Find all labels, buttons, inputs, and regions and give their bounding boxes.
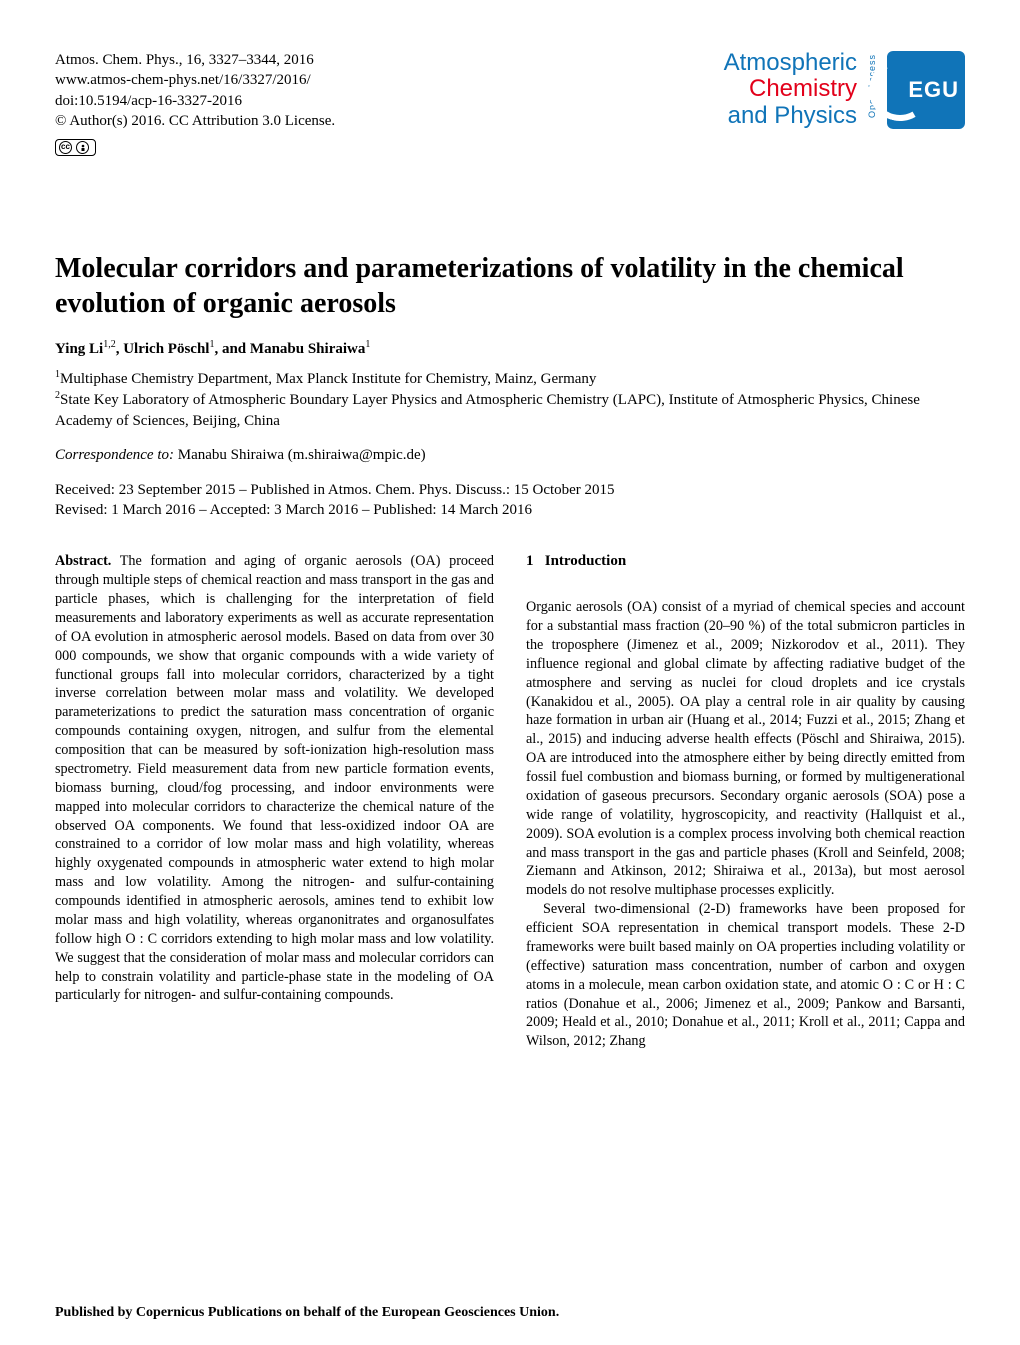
journal-name: Atmospheric Chemistry and Physics (724, 50, 857, 129)
section-1-title: Introduction (545, 553, 626, 569)
dates-line-1: Received: 23 September 2015 – Published … (55, 480, 965, 500)
citation-journal-ref: Atmos. Chem. Phys., 16, 3327–3344, 2016 (55, 50, 335, 70)
page-footer: Published by Copernicus Publications on … (55, 1305, 559, 1321)
abstract-label: Abstract. (55, 553, 111, 569)
affiliation-1: 1Multiphase Chemistry Department, Max Pl… (55, 368, 965, 389)
intro-paragraph-1: Organic aerosols (OA) consist of a myria… (526, 598, 965, 900)
cc-license-badge: cc (55, 139, 96, 156)
dates-block: Received: 23 September 2015 – Published … (55, 480, 965, 521)
section-1-number: 1 (526, 553, 534, 569)
journal-logo-block: Atmospheric Chemistry and Physics Open A… (724, 50, 965, 129)
affil-1-text: Multiphase Chemistry Department, Max Pla… (60, 371, 596, 387)
author-list: Ying Li1,2, Ulrich Pöschl1, and Manabu S… (55, 339, 965, 358)
affil-2-text: State Key Laboratory of Atmospheric Boun… (55, 392, 920, 428)
correspondence-line: Correspondence to: Manabu Shiraiwa (m.sh… (55, 447, 965, 464)
journal-name-line3: and Physics (724, 103, 857, 129)
paper-title: Molecular corridors and parameterization… (55, 251, 965, 321)
author-sep-2: , and (214, 341, 249, 357)
citation-license: © Author(s) 2016. CC Attribution 3.0 Lic… (55, 111, 335, 131)
right-column: 1 Introduction Organic aerosols (OA) con… (526, 552, 965, 1051)
two-column-body: Abstract. The formation and aging of org… (55, 552, 965, 1051)
author-2: Ulrich Pöschl (123, 341, 209, 357)
left-column: Abstract. The formation and aging of org… (55, 552, 494, 1051)
intro-paragraph-2: Several two-dimensional (2-D) frameworks… (526, 900, 965, 1051)
cc-by-icon (76, 141, 89, 154)
author-3-affil: 1 (365, 339, 370, 350)
correspondence-text: Manabu Shiraiwa (m.shiraiwa@mpic.de) (174, 447, 426, 463)
section-1-heading: 1 Introduction (526, 552, 965, 572)
correspondence-label: Correspondence to: (55, 447, 174, 463)
page-header: Atmos. Chem. Phys., 16, 3327–3344, 2016 … (55, 50, 965, 156)
journal-name-line2: Chemistry (724, 76, 857, 102)
citation-url: www.atmos-chem-phys.net/16/3327/2016/ (55, 70, 335, 90)
journal-name-line1: Atmospheric (724, 50, 857, 76)
abstract-text: The formation and aging of organic aeros… (55, 553, 494, 1003)
author-1: Ying Li (55, 341, 103, 357)
abstract-paragraph: Abstract. The formation and aging of org… (55, 552, 494, 1005)
citation-doi: doi:10.5194/acp-16-3327-2016 (55, 91, 335, 111)
cc-icon: cc (59, 141, 72, 154)
author-3: Manabu Shiraiwa (250, 341, 365, 357)
dates-line-2: Revised: 1 March 2016 – Accepted: 3 Marc… (55, 500, 965, 520)
egu-text: EGU (908, 77, 959, 103)
egu-badge: EGU (887, 51, 965, 129)
citation-block: Atmos. Chem. Phys., 16, 3327–3344, 2016 … (55, 50, 335, 156)
author-1-affil: 1,2 (103, 339, 116, 350)
affiliation-2: 2State Key Laboratory of Atmospheric Bou… (55, 389, 965, 431)
affiliation-block: 1Multiphase Chemistry Department, Max Pl… (55, 368, 965, 431)
